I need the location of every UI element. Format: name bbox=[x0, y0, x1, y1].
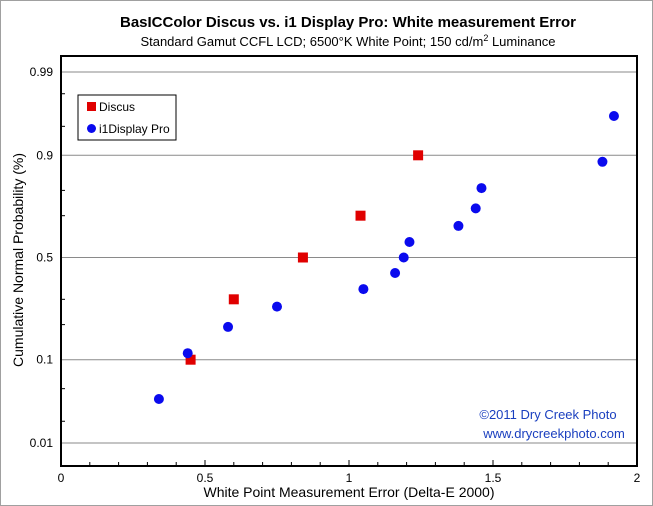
data-points bbox=[153, 111, 619, 404]
y-tick-label: 0.5 bbox=[36, 251, 53, 265]
chart-subtitle: Standard Gamut CCFL LCD; 6500°K White Po… bbox=[140, 33, 555, 49]
subtitle-end: Luminance bbox=[488, 34, 555, 49]
x-tick-label: 1 bbox=[346, 471, 353, 485]
y-tick-label: 0.99 bbox=[30, 65, 54, 79]
i1display-point bbox=[470, 203, 481, 214]
copyright-credit: ©2011 Dry Creek Photo bbox=[479, 407, 616, 422]
subtitle-superscript: 2 bbox=[483, 33, 488, 43]
legend-label-discus: Discus bbox=[99, 100, 135, 114]
website-credit: www.drycreekphoto.com bbox=[482, 426, 625, 441]
legend-label-i1display: i1Display Pro bbox=[99, 122, 170, 136]
chart-title: BasICColor Discus vs. i1 Display Pro: Wh… bbox=[120, 14, 576, 31]
y-tick-label: 0.1 bbox=[36, 353, 53, 367]
gridlines bbox=[61, 71, 637, 444]
legend-marker-discus bbox=[87, 102, 96, 111]
i1display-point bbox=[272, 301, 282, 312]
i1display-point bbox=[358, 284, 369, 295]
discus-point bbox=[228, 294, 239, 305]
i1display-point bbox=[476, 183, 487, 194]
y-axis-label: Cumulative Normal Probability (%) bbox=[10, 153, 26, 367]
i1display-point bbox=[398, 252, 409, 263]
y-tick-labels: 0.01 0.1 0.5 0.9 0.99 bbox=[30, 65, 54, 450]
subtitle-main: Standard Gamut CCFL LCD; 6500°K White Po… bbox=[140, 34, 483, 49]
minor-ticks bbox=[61, 93, 609, 466]
x-tick-labels: 0 0.5 1 1.5 2 bbox=[58, 471, 641, 485]
i1display-point bbox=[182, 348, 193, 359]
x-tick-label: 2 bbox=[634, 471, 641, 485]
discus-point bbox=[185, 354, 196, 365]
legend-marker-i1display bbox=[87, 124, 96, 133]
discus-point bbox=[297, 252, 308, 263]
legend: Discus i1Display Pro bbox=[77, 94, 177, 141]
i1display-point bbox=[404, 237, 415, 248]
x-tick-label: 0.5 bbox=[197, 471, 214, 485]
x-axis-label: White Point Measurement Error (Delta-E 2… bbox=[204, 484, 495, 500]
discus-point bbox=[413, 150, 424, 161]
i1display-point bbox=[597, 156, 608, 167]
y-tick-label: 0.01 bbox=[30, 436, 54, 450]
y-tick-label: 0.9 bbox=[36, 148, 53, 162]
i1display-point bbox=[608, 111, 619, 122]
i1display-point bbox=[453, 220, 464, 231]
i1display-point bbox=[153, 393, 164, 404]
x-tick-label: 0 bbox=[58, 471, 65, 485]
i1display-point bbox=[390, 267, 401, 278]
discus-point bbox=[355, 210, 366, 221]
x-tick-label: 1.5 bbox=[485, 471, 502, 485]
i1display-point bbox=[223, 321, 234, 332]
